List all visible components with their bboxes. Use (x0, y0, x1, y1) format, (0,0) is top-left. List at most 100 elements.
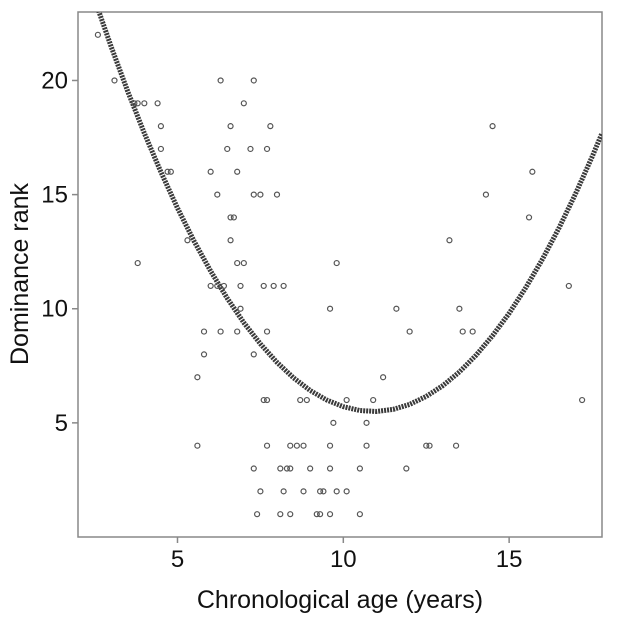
data-point (426, 442, 433, 449)
data-point (363, 419, 370, 426)
data-point (263, 328, 271, 335)
y-tick-label: 15 (41, 182, 68, 209)
data-point (214, 282, 221, 290)
data-point (529, 168, 536, 175)
data-point (406, 328, 413, 335)
data-point (220, 282, 228, 290)
data-point (326, 305, 334, 312)
data-point (257, 191, 264, 198)
data-point (250, 351, 257, 358)
data-point (326, 511, 334, 518)
data-point (207, 282, 214, 290)
plot-area (94, 12, 602, 518)
data-point (240, 100, 247, 107)
x-tick-label: 10 (330, 546, 357, 573)
data-point (297, 396, 304, 404)
data-point (260, 396, 267, 404)
data-point (154, 100, 161, 107)
data-point (287, 465, 294, 472)
data-point (356, 511, 363, 518)
data-point (250, 77, 257, 84)
data-point (287, 511, 294, 518)
data-point (227, 123, 234, 130)
data-point (293, 442, 300, 449)
data-point (237, 282, 244, 290)
data-point (303, 396, 310, 404)
data-point (214, 191, 221, 198)
data-point (423, 442, 430, 449)
data-point (263, 396, 271, 404)
data-point (247, 145, 254, 153)
data-point (452, 442, 460, 449)
data-point (273, 191, 281, 198)
data-point (167, 168, 174, 175)
data-point (280, 488, 287, 495)
data-point (257, 488, 264, 495)
data-point (579, 396, 586, 404)
data-point (370, 396, 377, 404)
data-point (237, 305, 244, 312)
data-point (157, 123, 165, 130)
data-point (141, 100, 148, 107)
data-point (217, 77, 224, 84)
data-point (240, 259, 247, 267)
data-point (184, 237, 191, 244)
data-point (300, 442, 307, 449)
data-point (250, 465, 257, 472)
data-point (343, 396, 350, 404)
data-point (459, 328, 466, 335)
data-point (217, 328, 224, 335)
data-point (565, 282, 572, 290)
data-point (403, 465, 410, 472)
data-point (277, 465, 284, 472)
data-point (456, 305, 463, 312)
plot-frame (77, 11, 603, 538)
data-point (157, 145, 165, 153)
x-tick-label: 5 (171, 546, 184, 573)
data-point (277, 511, 284, 518)
data-point (380, 374, 387, 381)
fit-curve (96, 12, 602, 414)
data-point (356, 465, 363, 472)
data-point (525, 214, 533, 221)
data-point (283, 465, 291, 472)
data-point (320, 488, 327, 495)
data-point (227, 237, 234, 244)
data-point (333, 259, 340, 267)
data-point (326, 442, 334, 449)
data-point (317, 488, 324, 495)
data-point (343, 488, 350, 495)
data-point (164, 168, 171, 175)
data-point (194, 442, 201, 449)
data-point (280, 282, 287, 290)
data-point (227, 214, 234, 221)
data-point (200, 351, 208, 358)
data-point (489, 123, 496, 130)
data-point (270, 282, 277, 290)
data-point (326, 465, 334, 472)
data-point (194, 374, 201, 381)
data-point (230, 214, 237, 221)
y-axis-label: Dominance rank (6, 182, 34, 365)
data-point (300, 488, 307, 495)
y-tick-label: 5 (55, 410, 68, 437)
data-point (307, 465, 314, 472)
data-point (207, 168, 214, 175)
data-point (134, 100, 141, 107)
x-axis-label: Chronological age (years) (197, 586, 483, 614)
data-point (253, 511, 261, 518)
data-point (134, 259, 141, 267)
data-point (333, 488, 340, 495)
x-tick-label: 15 (496, 546, 523, 573)
data-point (234, 168, 241, 175)
data-point (317, 511, 324, 518)
data-point (234, 259, 241, 267)
data-point (131, 100, 138, 107)
data-point (234, 328, 241, 335)
data-point (446, 237, 453, 244)
data-point (263, 442, 271, 449)
data-point (313, 511, 320, 518)
data-point (267, 123, 274, 130)
